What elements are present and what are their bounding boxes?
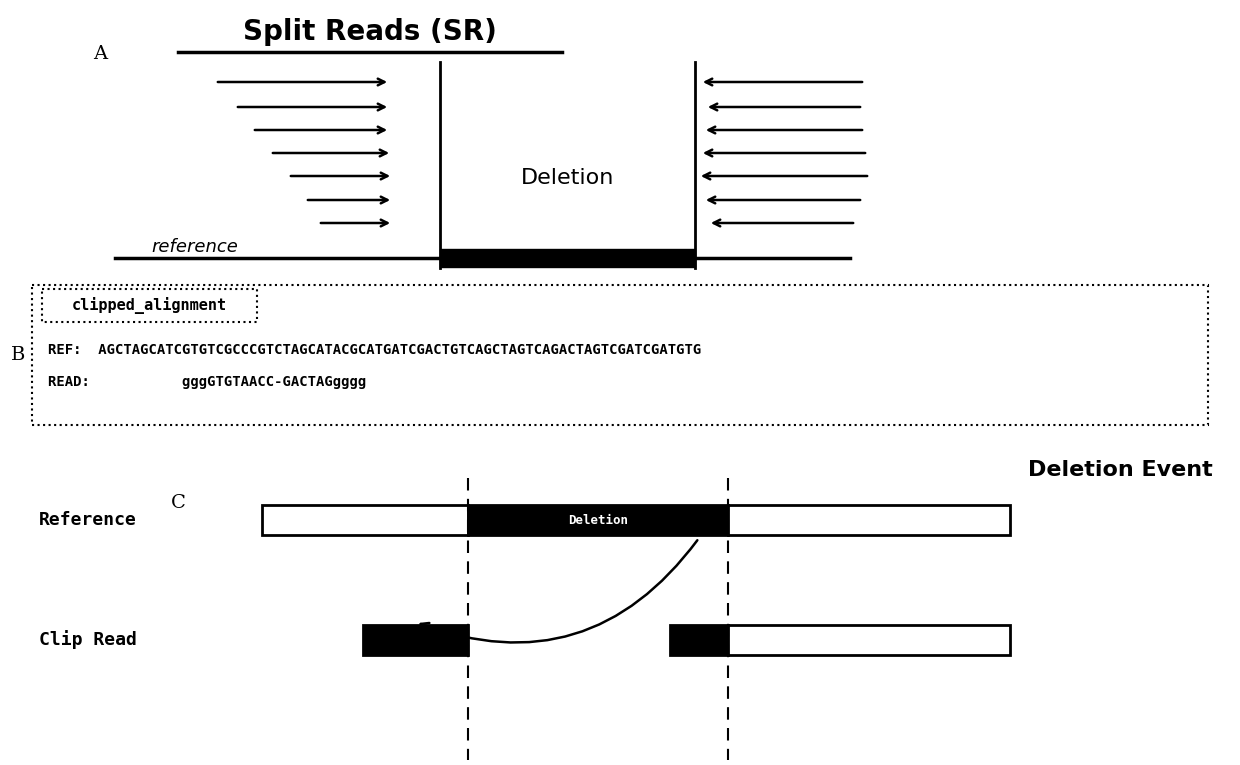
Text: READ:           gggGTGTAACC-GACTAGgggg: READ: gggGTGTAACC-GACTAGgggg [48,375,366,389]
Text: reference: reference [151,238,238,256]
Bar [262,505,467,535]
Text: clipped_alignment: clipped_alignment [72,297,227,314]
Bar [467,505,728,535]
Bar [728,505,1011,535]
Bar [440,249,694,267]
Text: Split Reads (SR): Split Reads (SR) [243,18,497,46]
Text: Clip Read: Clip Read [40,630,136,649]
Text: Deletion Event: Deletion Event [1028,460,1213,480]
Text: REF:  AGCTAGCATCGTGTCGCCCGTCTAGCATACGCATGATCGACTGTCAGCTAGTCAGACTAGTCGATCGATGTG: REF: AGCTAGCATCGTGTCGCCCGTCTAGCATACGCATG… [48,343,702,357]
Bar [363,625,467,655]
Bar [32,285,1208,425]
Text: A: A [93,45,107,63]
Text: C: C [171,494,186,512]
Bar [670,625,728,655]
Text: Deletion: Deletion [521,168,614,188]
Bar [728,625,1011,655]
Text: Deletion: Deletion [568,513,627,526]
Text: B: B [11,346,25,364]
Bar [42,289,257,322]
Text: Reference: Reference [40,511,136,529]
